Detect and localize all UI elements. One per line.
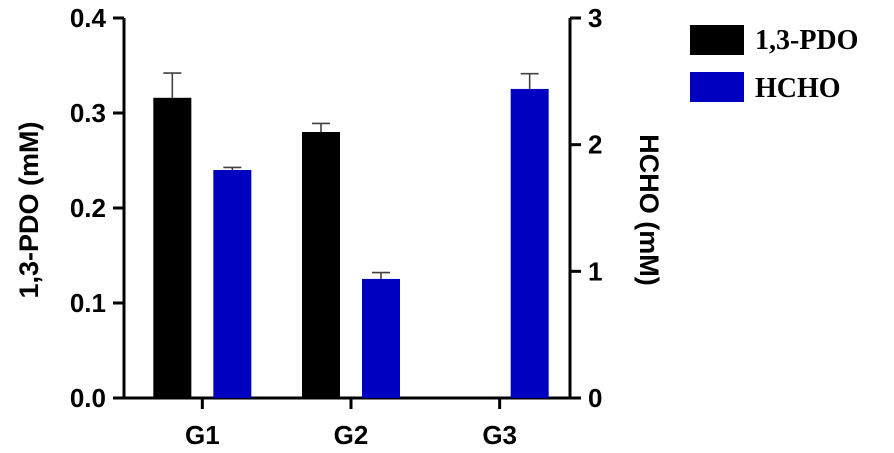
left-tick-label: 0.3 [70, 98, 106, 128]
right-tick-label: 1 [588, 256, 602, 286]
x-tick-label: G2 [334, 420, 369, 450]
x-tick-label: G1 [185, 420, 220, 450]
bar-1-3-pdo-g2 [302, 132, 340, 398]
left-axis-title: 1,3-PDO (mM) [14, 121, 44, 298]
bar-hcho-g3 [510, 88, 549, 398]
bar-1-3-pdo-g1 [153, 97, 192, 399]
legend-swatch-hcho [690, 72, 744, 102]
bar-hcho-g1 [213, 170, 252, 398]
axes [113, 16, 581, 409]
legend-label-hcho: HCHO [755, 73, 841, 104]
right-axis-title: HCHO (mM) [634, 134, 664, 285]
right-tick-label: 0 [588, 383, 602, 413]
left-tick-label: 0.0 [70, 383, 106, 413]
legend-label-pdo: 1,3-PDO [755, 25, 858, 56]
right-tick-label: 3 [588, 3, 602, 33]
left-tick-label: 0.1 [70, 288, 106, 318]
legend: 1,3-PDO HCHO [690, 25, 858, 104]
bar-hcho-g2 [362, 278, 400, 398]
left-tick-label: 0.2 [70, 193, 106, 223]
x-tick-label: G3 [482, 420, 517, 450]
bars [153, 72, 549, 399]
right-tick-label: 2 [588, 130, 602, 160]
left-tick-label: 0.4 [70, 3, 107, 33]
tick-labels: 0.0 0.1 0.2 0.3 0.4 0 1 2 3 G1 G2 G3 [70, 3, 603, 450]
legend-swatch-pdo [690, 25, 744, 55]
